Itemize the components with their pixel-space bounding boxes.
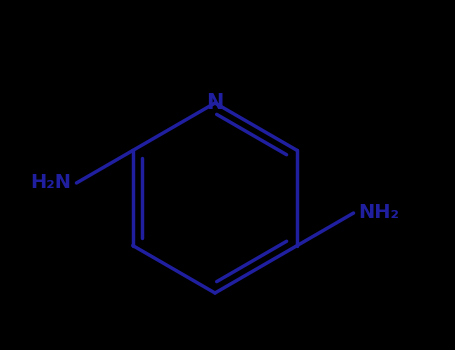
Text: H₂N: H₂N: [30, 174, 71, 192]
Text: N: N: [206, 93, 224, 113]
Text: NH₂: NH₂: [359, 203, 399, 223]
